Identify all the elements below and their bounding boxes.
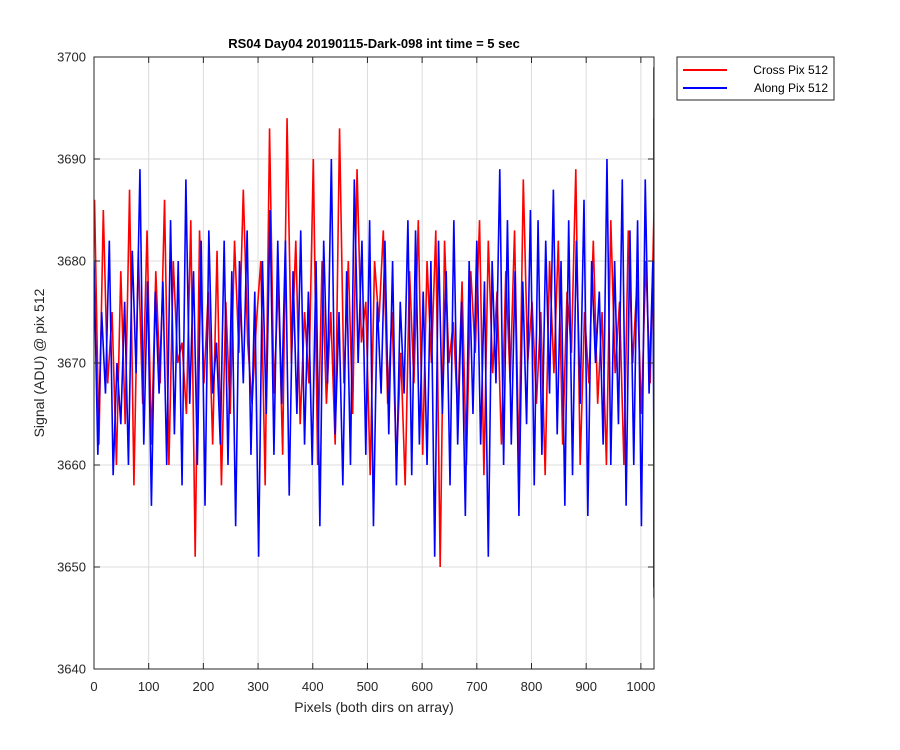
series-group	[94, 67, 654, 598]
y-tick-label: 3700	[57, 50, 86, 65]
x-tick-label: 700	[466, 679, 488, 694]
y-tick-label: 3660	[57, 458, 86, 473]
x-tick-label: 1000	[626, 679, 655, 694]
x-tick-label: 600	[411, 679, 433, 694]
y-tick-label: 3640	[57, 662, 86, 677]
y-tick-label: 3680	[57, 254, 86, 269]
legend-label-2: Along Pix 512	[754, 81, 828, 95]
x-axis-label: Pixels (both dirs on array)	[294, 699, 454, 715]
y-axis-label: Signal (ADU) @ pix 512	[31, 288, 47, 437]
x-tick-label: 800	[521, 679, 543, 694]
axis-ticks: 0 100 200 300 400 500 600 700 800 900 1000 3640 3650…	[57, 50, 655, 695]
y-tick-label: 3690	[57, 152, 86, 167]
series-line-2	[94, 67, 654, 588]
chart-title: RS04 Day04 20190115-Dark-098 int time = …	[228, 36, 520, 51]
y-tick-label: 3670	[57, 356, 86, 371]
x-tick-label: 900	[575, 679, 597, 694]
series-line-1	[94, 118, 654, 598]
x-tick-label: 300	[247, 679, 269, 694]
x-tick-label: 0	[90, 679, 97, 694]
legend-label-1: Cross Pix 512	[753, 63, 828, 77]
x-tick-label: 100	[138, 679, 160, 694]
legend: Cross Pix 512 Along Pix 512	[676, 56, 835, 101]
legend-box	[676, 56, 835, 101]
x-tick-label: 400	[302, 679, 324, 694]
y-tick-label: 3650	[57, 560, 86, 575]
x-tick-label: 200	[193, 679, 215, 694]
x-tick-label: 500	[357, 679, 379, 694]
